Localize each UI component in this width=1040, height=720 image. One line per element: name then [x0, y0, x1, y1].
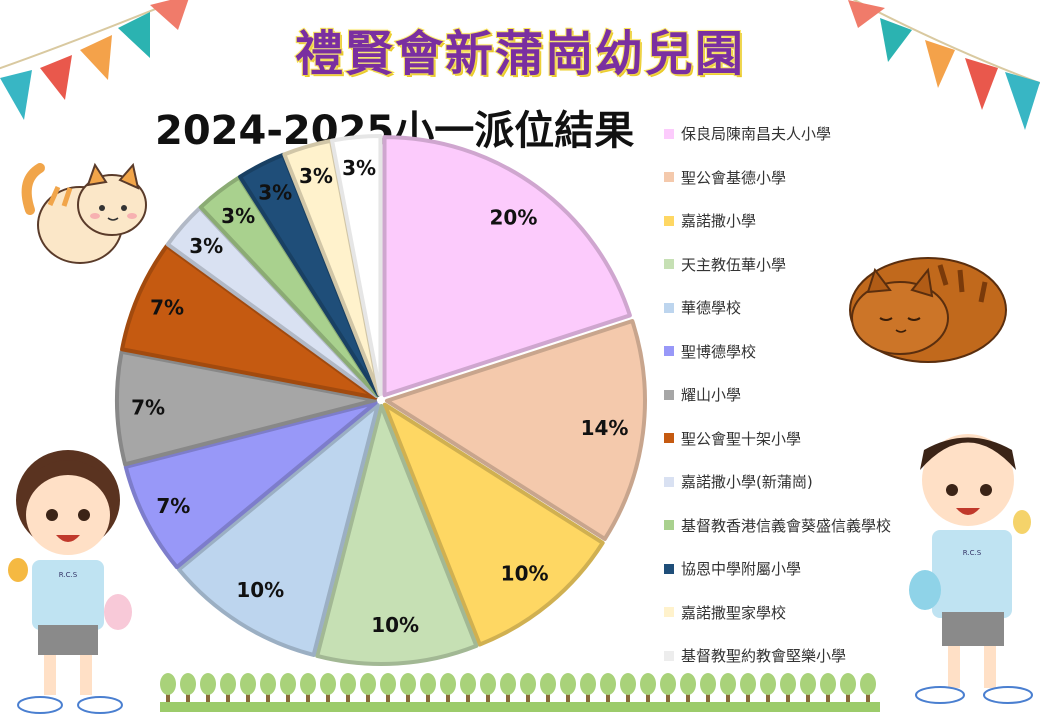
legend-item: 聖公會基德小學 — [664, 156, 1024, 200]
legend-swatch — [664, 172, 674, 183]
pie-data-label: 10% — [501, 562, 549, 586]
legend-label: 嘉諾撒小學 — [681, 212, 757, 231]
legend-item: 耀山小學 — [664, 373, 1024, 417]
pie-slice — [330, 134, 383, 397]
pie-slice — [115, 349, 378, 467]
legend-swatch — [664, 607, 674, 618]
cat-right-icon — [849, 257, 1007, 363]
school-name-banner: 禮賢會新蒲崗幼兒園 — [0, 14, 1040, 84]
legend-label: 耀山小學 — [681, 386, 742, 405]
legend-item: 基督教聖約教會堅樂小學 — [664, 634, 1024, 678]
pie-slices — [115, 134, 647, 666]
legend-swatch — [664, 259, 674, 270]
legend-label: 基督教香港信義會葵盛信義學校 — [681, 516, 892, 535]
legend-swatch — [664, 520, 674, 531]
pie-slice — [315, 403, 479, 666]
legend-swatch — [664, 302, 674, 313]
pie-data-label: 10% — [236, 578, 284, 602]
pie-data-label: 3% — [258, 180, 292, 204]
legend-label: 聖博德學校 — [681, 342, 757, 361]
legend-item: 協恩中學附屬小學 — [664, 547, 1024, 591]
legend-label: 嘉諾撒小學(新蒲崗) — [681, 473, 813, 492]
legend-label: 基督教聖約教會堅樂小學 — [681, 647, 847, 666]
legend-item: 華德學校 — [664, 286, 1024, 330]
pie-slice — [120, 243, 378, 400]
pie-data-label: 3% — [189, 234, 223, 258]
legend-item: 嘉諾撒聖家學校 — [664, 591, 1024, 635]
pie-data-label: 14% — [581, 416, 629, 440]
pie-slice — [382, 402, 605, 647]
pie-slice — [382, 135, 632, 398]
legend-item: 聖博德學校 — [664, 330, 1024, 374]
legend-swatch — [664, 476, 674, 487]
chart-legend: 保良局陳南昌夫人小學 聖公會基德小學 嘉諾撒小學天主教伍華小學 華德學校聖博德學校耀山… — [664, 112, 1024, 678]
legend-item: 保良局陳南昌夫人小學 — [664, 112, 1024, 156]
cat-left-icon — [21, 162, 147, 264]
pie-data-label: 3% — [342, 156, 376, 180]
pie-data-label: 7% — [156, 494, 190, 518]
bunting-right-icon — [848, 0, 1040, 130]
legend-swatch — [664, 650, 674, 661]
pie-data-label: 20% — [489, 206, 537, 230]
legend-swatch — [664, 389, 674, 400]
legend-label: 嘉諾撒聖家學校 — [681, 603, 787, 622]
legend-label: 協恩中學附屬小學 — [681, 560, 802, 579]
legend-swatch — [664, 563, 674, 574]
svg-text:R.C.S: R.C.S — [963, 549, 982, 557]
pie-data-labels: 20%14%10%10%10%7%7%7%3%3%3%3% 3% — [131, 156, 628, 637]
girl-icon: R.C.S — [8, 450, 132, 714]
legend-swatch — [664, 433, 674, 444]
pie-data-label: 7% — [131, 395, 165, 419]
legend-label: 保良局陳南昌夫人小學 — [681, 125, 832, 144]
svg-text:R.C.S: R.C.S — [59, 571, 78, 579]
pie-data-label: 3% — [221, 204, 255, 228]
legend-item: 聖公會聖十架小學 — [664, 417, 1024, 461]
legend-label: 華德學校 — [681, 299, 742, 318]
legend-item: 天主教伍華小學 — [664, 243, 1024, 287]
legend-label: 天主教伍華小學 — [681, 255, 787, 274]
pie-slice — [384, 319, 647, 541]
bunting-left-icon — [0, 0, 189, 120]
pie-slice — [123, 400, 378, 570]
pie-data-label: 3% — [299, 164, 333, 188]
pie-data-label: 10% — [371, 613, 419, 637]
legend-item: 嘉諾撒小學 — [664, 199, 1024, 243]
pie-data-label: 7% — [150, 295, 184, 319]
school-name: 禮賢會新蒲崗幼兒園 — [294, 25, 745, 83]
legend-swatch — [664, 346, 674, 357]
legend-item: 基督教香港信義會葵盛信義學校 — [664, 504, 1024, 548]
legend-label: 聖公會基德小學 — [681, 168, 787, 187]
boy-icon: R.C.S — [909, 434, 1033, 704]
legend-item: 嘉諾撒小學(新蒲崗) — [664, 460, 1024, 504]
tree-row-icon — [160, 673, 880, 712]
legend-swatch — [664, 215, 674, 226]
legend-label: 聖公會聖十架小學 — [681, 429, 802, 448]
legend-swatch — [664, 128, 674, 139]
pie-slice — [176, 403, 380, 657]
